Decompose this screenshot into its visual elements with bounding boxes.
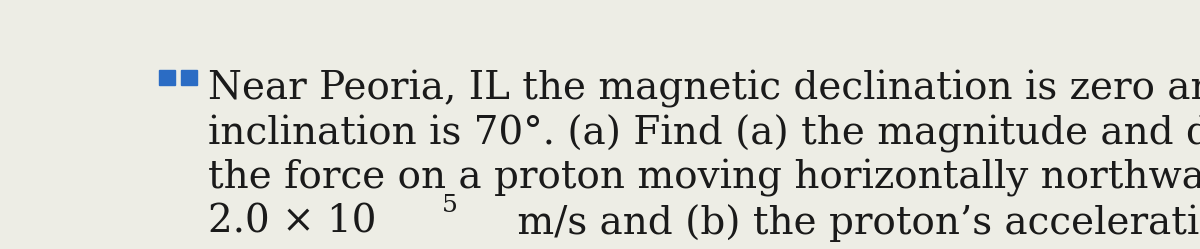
Text: 2.0 × 10: 2.0 × 10 <box>208 204 377 241</box>
Bar <box>160 70 175 85</box>
Text: inclination is 70°. (a) Find (a) the magnitude and direction: inclination is 70°. (a) Find (a) the mag… <box>208 115 1200 153</box>
Bar <box>181 70 197 85</box>
Text: 5: 5 <box>442 194 457 217</box>
Text: m/s and (b) the proton’s acceleration.: m/s and (b) the proton’s acceleration. <box>505 204 1200 242</box>
Text: Near Peoria, IL the magnetic declination is zero and: Near Peoria, IL the magnetic declination… <box>208 70 1200 108</box>
Text: the force on a proton moving horizontally northward: the force on a proton moving horizontall… <box>208 159 1200 197</box>
